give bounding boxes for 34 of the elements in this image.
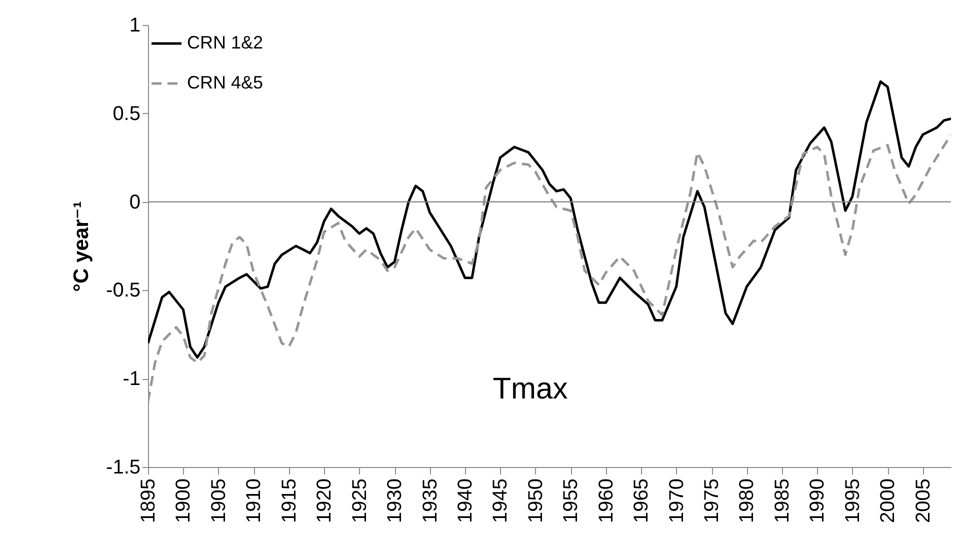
x-tick-label: 1970 (666, 478, 688, 523)
x-tick-label: 1935 (419, 478, 442, 523)
x-tick-label: 1985 (771, 478, 794, 523)
x-tick-label: 1945 (490, 478, 512, 523)
x-tick-label: 1990 (806, 478, 829, 523)
x-tick-label: 1900 (172, 478, 195, 523)
x-tick-label: 1910 (243, 478, 266, 523)
x-tick-label: 1925 (348, 478, 371, 523)
x-tick-label: 1920 (314, 478, 336, 523)
line-series (148, 133, 951, 403)
x-tick-label: 1930 (384, 478, 406, 523)
legend-label: CRN 1&2 (187, 32, 264, 52)
x-tick-label: 2000 (877, 478, 900, 523)
x-tick-label: 1905 (208, 478, 230, 523)
x-tick-label: 1965 (630, 478, 653, 523)
x-tick-label: 1940 (454, 478, 476, 523)
x-tick-label: 1975 (701, 478, 724, 523)
x-tick-label: 1950 (524, 478, 547, 523)
annotation: Tmax (492, 372, 568, 406)
legend-label: CRN 4&5 (187, 72, 264, 92)
y-tick-label: -1 (122, 368, 140, 390)
y-axis-title: °C year⁻¹ (70, 201, 94, 292)
y-tick-label: 1 (129, 14, 140, 36)
x-tick-label: 2005 (912, 478, 934, 523)
y-tick-label: -0.5 (106, 280, 140, 302)
x-tick-label: 1995 (842, 478, 864, 523)
y-tick-label: -1.5 (106, 456, 140, 478)
y-tick-label: 0.5 (112, 102, 140, 125)
x-tick-label: 1980 (736, 478, 758, 523)
x-tick-label: 1895 (138, 478, 160, 523)
x-tick-label: 1915 (278, 478, 300, 523)
y-tick-label: 0 (129, 191, 140, 214)
x-tick-label: 1955 (560, 478, 582, 523)
x-tick-label: 1960 (595, 478, 618, 523)
